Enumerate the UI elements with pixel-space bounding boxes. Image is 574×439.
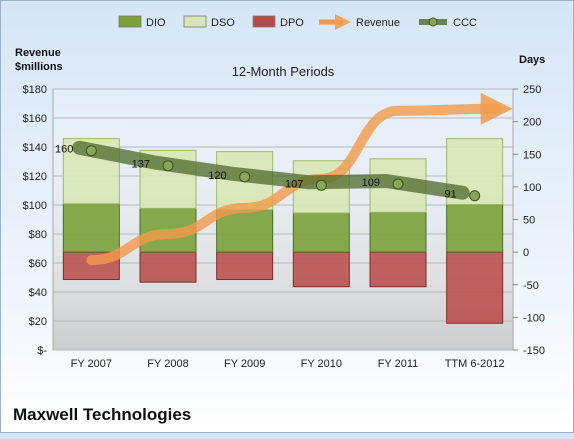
plot-area — [52, 88, 514, 351]
bar-dio — [446, 203, 504, 253]
legend-swatch-dpo — [252, 15, 276, 28]
bar-dio — [369, 211, 427, 253]
ccc-data-label: 160 — [55, 144, 73, 156]
y-left-tick-label: $60 — [29, 258, 47, 270]
bar-dpo — [446, 251, 504, 324]
y-left-tick-label: $100 — [23, 200, 47, 212]
x-tick-label: FY 2007 — [71, 358, 112, 370]
y-right-tick-label: -50 — [523, 280, 539, 292]
legend-label-dso: DSO — [211, 17, 235, 29]
y-right-tick-label: 150 — [523, 149, 541, 161]
ccc-data-label: 91 — [444, 189, 456, 201]
y-left-axis-title-line2: $millions — [15, 61, 63, 73]
ccc-point — [162, 160, 174, 172]
ccc-point — [85, 145, 97, 157]
y-left-axis-title-line1: Revenue — [15, 47, 61, 59]
y-right-tick-label: -150 — [523, 345, 545, 357]
legend-marker-ccc — [428, 17, 438, 27]
y-right-tick-label: 200 — [523, 117, 541, 129]
ccc-point — [315, 179, 327, 191]
x-tick-label: FY 2009 — [224, 358, 265, 370]
y-right-tick-label: -100 — [523, 312, 545, 324]
y-left-tick-label: $120 — [23, 171, 47, 183]
y-left-tick-label: $40 — [29, 287, 47, 299]
y-right-tick-label: 0 — [523, 247, 529, 259]
y-right-tick-label: 100 — [523, 182, 541, 194]
x-tick-label: FY 2011 — [378, 358, 419, 370]
bar-dpo — [139, 251, 197, 283]
ccc-data-label: 107 — [285, 178, 303, 190]
y-left-tick-label: $80 — [29, 229, 47, 241]
company-name: Maxwell Technologies — [13, 405, 192, 424]
chart-subtitle: 12-Month Periods — [232, 64, 335, 79]
legend-label-ccc: CCC — [453, 17, 477, 29]
legend-label-dio: DIO — [146, 17, 166, 29]
bar-dpo — [292, 251, 350, 288]
ccc-data-label: 120 — [208, 170, 226, 182]
ccc-point — [392, 178, 404, 190]
bar-dio — [292, 212, 350, 253]
y-left-tick-label: $- — [37, 345, 47, 357]
revenue-line — [86, 92, 513, 266]
y-left-tick-label: $160 — [23, 113, 47, 125]
bar-dpo — [216, 251, 274, 281]
y-right-tick-label: 250 — [523, 84, 541, 96]
ccc-point — [239, 171, 251, 183]
bar-dpo — [369, 251, 427, 288]
y-right-tick-label: 50 — [523, 215, 535, 227]
ccc-point — [469, 190, 481, 202]
x-tick-label: FY 2010 — [301, 358, 342, 370]
legend-label-revenue: Revenue — [356, 17, 400, 29]
legend-label-dpo: DPO — [280, 17, 304, 29]
x-tick-label: FY 2008 — [147, 358, 188, 370]
y-left-tick-label: $20 — [29, 316, 47, 328]
ccc-data-label: 109 — [362, 177, 380, 189]
legend-swatch-dso — [183, 15, 207, 28]
y-right-axis-title: Days — [519, 54, 545, 66]
ccc-data-label: 137 — [132, 159, 150, 171]
x-tick-label: TTM 6-2012 — [445, 358, 505, 370]
bar-dio — [216, 209, 274, 253]
y-left-tick-label: $180 — [23, 84, 47, 96]
legend-swatch-dio — [118, 15, 142, 28]
bar-dio — [62, 203, 120, 253]
y-left-tick-label: $140 — [23, 142, 47, 154]
